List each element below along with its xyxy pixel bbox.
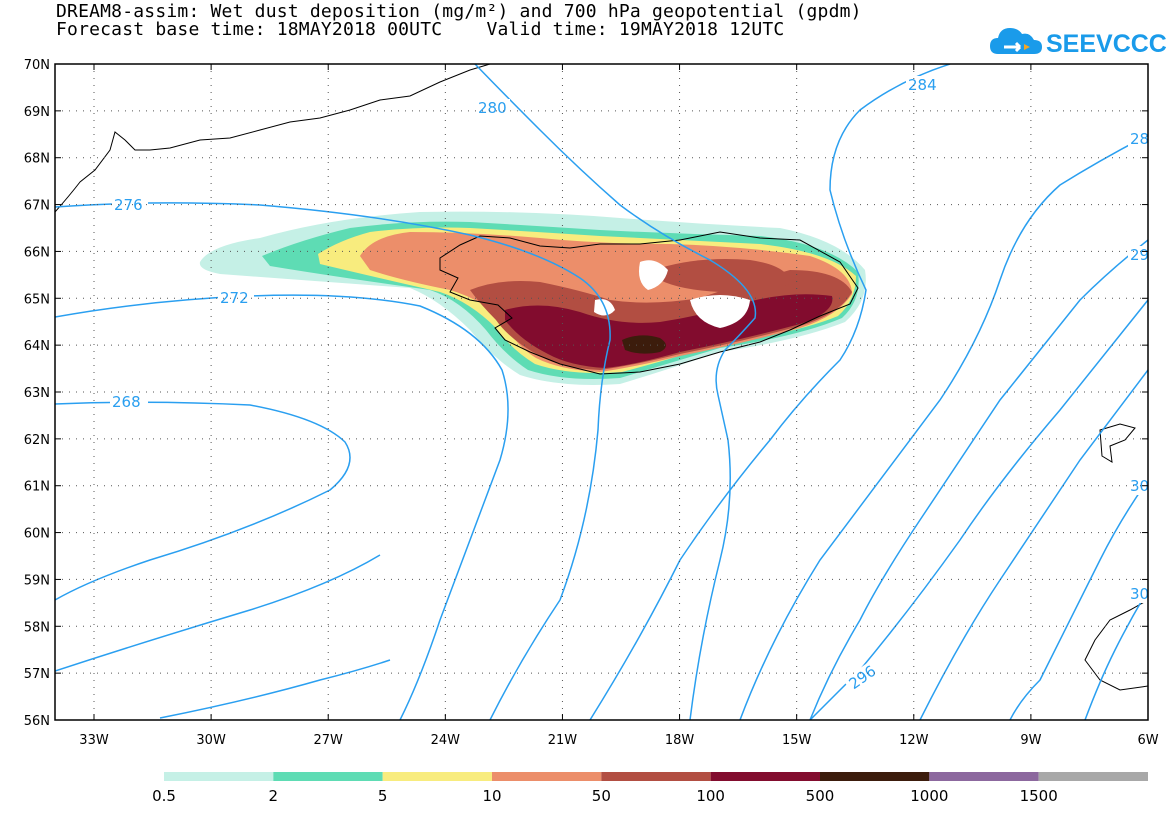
latitude-label: 64N — [24, 339, 50, 354]
dust-level-50b — [660, 259, 790, 293]
color-legend: 0.5 2 5 10 50 100 500 1000 1500 — [152, 772, 1148, 805]
dust-level-100 — [505, 294, 833, 368]
dust-gap-north — [639, 260, 668, 290]
contour-label-group: 280 284 28 276 272 29 268 30 296 30 — [110, 76, 1149, 695]
legend-swatch — [492, 772, 602, 781]
cloud-icon — [990, 28, 1042, 54]
legend-swatch — [710, 772, 820, 781]
iceland-coast — [439, 231, 859, 375]
latitude-label: 63N — [24, 386, 50, 401]
legend-swatch — [273, 772, 383, 781]
latitude-label: 70N — [24, 58, 50, 73]
legend-label: 5 — [378, 787, 388, 805]
contour-label: 272 — [220, 289, 249, 307]
dust-gap-east — [690, 295, 750, 328]
faroe-coast — [1099, 423, 1136, 463]
longitude-label: 24W — [431, 733, 461, 748]
legend-swatch — [601, 772, 711, 781]
latitude-label: 57N — [24, 667, 50, 682]
legend-swatch — [820, 772, 930, 781]
dust-level-500 — [622, 335, 666, 354]
legend-label: 0.5 — [152, 787, 176, 805]
coastlines — [55, 64, 1148, 691]
contour-label: 30 — [1130, 585, 1149, 603]
legend-label: 2 — [269, 787, 279, 805]
contour-284 — [589, 64, 951, 720]
legend-swatch — [1038, 772, 1148, 781]
legend-label: 1000 — [910, 787, 948, 805]
latitude-label: 67N — [24, 199, 50, 214]
legend-swatch — [382, 772, 492, 781]
contour-300 — [919, 369, 1148, 720]
latitude-label: 65N — [24, 292, 50, 307]
contour-272 — [55, 294, 509, 720]
logo-text: SEEVCCC — [1046, 30, 1167, 58]
contour-304 — [1009, 479, 1148, 720]
latitude-label: 66N — [24, 245, 50, 260]
longitude-label: 33W — [79, 733, 109, 748]
longitude-label: 21W — [548, 733, 578, 748]
legend-label: 100 — [696, 787, 725, 805]
contour-296 — [809, 299, 1148, 720]
longitude-label: 15W — [782, 733, 812, 748]
longitude-label: 6W — [1137, 733, 1158, 748]
contour-260 — [159, 659, 391, 719]
legend-label: 10 — [482, 787, 501, 805]
contour-label: 268 — [112, 393, 141, 411]
contour-label: 30 — [1130, 477, 1149, 495]
map-title: DREAM8-assim: Wet dust deposition (mg/m²… — [56, 1, 862, 22]
contour-label: 284 — [908, 76, 937, 94]
longitude-label: 27W — [314, 733, 344, 748]
latitude-label: 56N — [24, 714, 50, 729]
latitude-label: 69N — [24, 105, 50, 120]
contour-264 — [55, 554, 381, 672]
contour-288 — [739, 134, 1148, 720]
latitude-label: 68N — [24, 152, 50, 167]
greenland-coast — [55, 64, 491, 213]
seevccc-logo: SEEVCCC — [990, 28, 1167, 58]
contour-292 — [809, 239, 1148, 720]
contour-label: 280 — [478, 99, 507, 117]
latitude-axis: 70N 69N 68N 67N 66N 65N 64N 63N 62N 61N 60N 59N 58N 5… — [24, 58, 1148, 729]
contour-label: 28 — [1130, 130, 1149, 148]
scotland-coast — [1084, 599, 1148, 691]
legend-swatch — [929, 772, 1039, 781]
contour-276 — [55, 202, 611, 720]
contour-280 — [474, 64, 757, 720]
legend-label: 1500 — [1020, 787, 1058, 805]
contour-308 — [1084, 589, 1148, 720]
latitude-label: 62N — [24, 433, 50, 448]
longitude-label: 18W — [665, 733, 695, 748]
longitude-label: 30W — [196, 733, 226, 748]
map-subtitle: Forecast base time: 18MAY2018 00UTC Vali… — [56, 19, 785, 40]
legend-label: 500 — [806, 787, 835, 805]
longitude-label: 9W — [1020, 733, 1041, 748]
legend-swatch — [164, 772, 274, 781]
latitude-label: 60N — [24, 527, 50, 542]
longitude-axis: 33W 30W 27W 24W 21W 18W 15W 12W 9W 6W — [79, 64, 1159, 748]
latitude-label: 58N — [24, 620, 50, 635]
legend-label: 50 — [592, 787, 611, 805]
dust-deposition-field — [199, 211, 866, 385]
contour-label: 29 — [1130, 246, 1149, 264]
contour-268 — [55, 401, 351, 601]
longitude-label: 12W — [899, 733, 929, 748]
latitude-label: 59N — [24, 573, 50, 588]
latitude-label: 61N — [24, 480, 50, 495]
graticule — [55, 64, 1148, 720]
contour-label: 276 — [114, 196, 143, 214]
geopotential-contours — [55, 64, 1148, 720]
